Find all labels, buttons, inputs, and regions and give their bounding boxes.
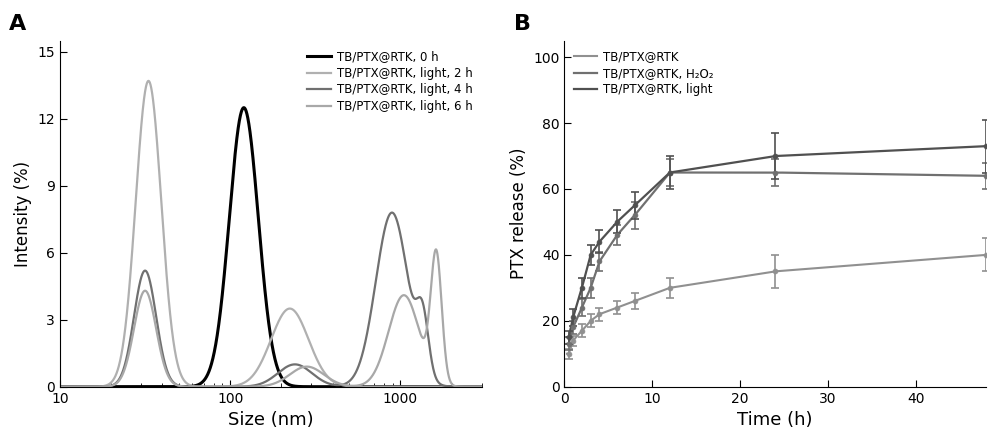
TB/PTX@RTK, light, 6 h bbox=[476, 384, 488, 389]
TB/PTX@RTK, light, 6 h bbox=[235, 384, 247, 389]
TB/PTX@RTK, light, 4 h bbox=[476, 384, 488, 389]
Y-axis label: PTX release (%): PTX release (%) bbox=[510, 148, 528, 280]
TB/PTX@RTK, 0 h bbox=[54, 384, 66, 389]
Legend: TB/PTX@RTK, TB/PTX@RTK, H₂O₂, TB/PTX@RTK, light: TB/PTX@RTK, TB/PTX@RTK, H₂O₂, TB/PTX@RTK… bbox=[570, 47, 717, 100]
TB/PTX@RTK, H₂O₂ bbox=[611, 232, 623, 237]
TB/PTX@RTK bbox=[866, 261, 878, 267]
TB/PTX@RTK, light bbox=[611, 219, 623, 224]
TB/PTX@RTK, light, 6 h bbox=[442, 369, 454, 375]
TB/PTX@RTK, light, 4 h bbox=[235, 384, 247, 389]
Line: TB/PTX@RTK, light: TB/PTX@RTK, light bbox=[567, 146, 986, 337]
TB/PTX@RTK, H₂O₂ bbox=[865, 171, 877, 177]
TB/PTX@RTK bbox=[698, 280, 710, 285]
Line: TB/PTX@RTK, light, 6 h: TB/PTX@RTK, light, 6 h bbox=[60, 249, 482, 387]
Text: A: A bbox=[9, 14, 27, 34]
TB/PTX@RTK, H₂O₂ bbox=[699, 170, 711, 175]
TB/PTX@RTK, H₂O₂ bbox=[664, 170, 676, 175]
TB/PTX@RTK, light, 2 h bbox=[463, 384, 475, 389]
TB/PTX@RTK, light bbox=[698, 165, 710, 170]
TB/PTX@RTK bbox=[611, 305, 623, 310]
TB/PTX@RTK, light, 2 h bbox=[54, 384, 66, 389]
TB/PTX@RTK, light, 4 h bbox=[54, 384, 66, 389]
TB/PTX@RTK, light bbox=[727, 160, 739, 165]
Line: TB/PTX@RTK: TB/PTX@RTK bbox=[567, 255, 986, 354]
TB/PTX@RTK, 0 h bbox=[442, 384, 454, 389]
Line: TB/PTX@RTK, light, 2 h: TB/PTX@RTK, light, 2 h bbox=[60, 81, 482, 387]
TB/PTX@RTK, light, 6 h bbox=[231, 384, 243, 389]
TB/PTX@RTK, light bbox=[561, 334, 573, 340]
TB/PTX@RTK, light, 2 h bbox=[142, 78, 154, 84]
TB/PTX@RTK bbox=[825, 264, 837, 270]
TB/PTX@RTK, H₂O₂ bbox=[826, 171, 838, 176]
TB/PTX@RTK, light, 2 h bbox=[476, 384, 488, 389]
TB/PTX@RTK, light, 4 h bbox=[360, 334, 372, 340]
TB/PTX@RTK, 0 h bbox=[254, 240, 266, 245]
TB/PTX@RTK, light bbox=[980, 144, 992, 149]
TB/PTX@RTK, light bbox=[864, 149, 876, 154]
TB/PTX@RTK, 0 h bbox=[476, 384, 488, 389]
TB/PTX@RTK, 0 h bbox=[360, 384, 372, 389]
TB/PTX@RTK, H₂O₂ bbox=[980, 173, 992, 179]
Text: B: B bbox=[514, 14, 531, 34]
Line: TB/PTX@RTK, light, 4 h: TB/PTX@RTK, light, 4 h bbox=[60, 213, 482, 387]
TB/PTX@RTK, light, 6 h bbox=[430, 247, 442, 252]
Legend: TB/PTX@RTK, 0 h, TB/PTX@RTK, light, 2 h, TB/PTX@RTK, light, 4 h, TB/PTX@RTK, lig: TB/PTX@RTK, 0 h, TB/PTX@RTK, light, 2 h,… bbox=[303, 47, 476, 117]
TB/PTX@RTK, 0 h bbox=[238, 105, 250, 110]
TB/PTX@RTK, light, 2 h bbox=[254, 361, 266, 366]
Line: TB/PTX@RTK, H₂O₂: TB/PTX@RTK, H₂O₂ bbox=[567, 172, 986, 344]
TB/PTX@RTK, light, 2 h bbox=[360, 384, 372, 389]
TB/PTX@RTK, light, 6 h bbox=[463, 384, 475, 389]
TB/PTX@RTK, light, 6 h bbox=[360, 380, 372, 385]
TB/PTX@RTK, light, 4 h bbox=[231, 384, 243, 389]
TB/PTX@RTK, H₂O₂ bbox=[867, 171, 879, 177]
TB/PTX@RTK, light, 2 h bbox=[231, 382, 243, 388]
TB/PTX@RTK, H₂O₂ bbox=[561, 341, 573, 346]
TB/PTX@RTK, H₂O₂ bbox=[728, 170, 740, 175]
TB/PTX@RTK, light bbox=[866, 149, 878, 154]
TB/PTX@RTK, light, 2 h bbox=[442, 384, 454, 389]
TB/PTX@RTK, 0 h bbox=[235, 112, 247, 117]
TB/PTX@RTK bbox=[980, 252, 992, 257]
X-axis label: Time (h): Time (h) bbox=[737, 411, 813, 429]
TB/PTX@RTK, light, 2 h bbox=[235, 381, 247, 387]
TB/PTX@RTK, 0 h bbox=[231, 133, 243, 139]
TB/PTX@RTK bbox=[727, 275, 739, 280]
TB/PTX@RTK, light, 4 h bbox=[254, 381, 266, 386]
TB/PTX@RTK, 0 h bbox=[463, 384, 475, 389]
TB/PTX@RTK, light, 6 h bbox=[54, 384, 66, 389]
Y-axis label: Intensity (%): Intensity (%) bbox=[14, 161, 32, 267]
TB/PTX@RTK bbox=[864, 261, 876, 267]
TB/PTX@RTK, light, 4 h bbox=[463, 384, 475, 389]
Line: TB/PTX@RTK, 0 h: TB/PTX@RTK, 0 h bbox=[60, 108, 482, 387]
TB/PTX@RTK, light, 6 h bbox=[254, 384, 266, 389]
TB/PTX@RTK bbox=[561, 351, 573, 357]
TB/PTX@RTK, light, 4 h bbox=[442, 384, 454, 389]
TB/PTX@RTK, light, 4 h bbox=[386, 210, 398, 215]
X-axis label: Size (nm): Size (nm) bbox=[228, 411, 314, 429]
TB/PTX@RTK, light bbox=[825, 151, 837, 156]
